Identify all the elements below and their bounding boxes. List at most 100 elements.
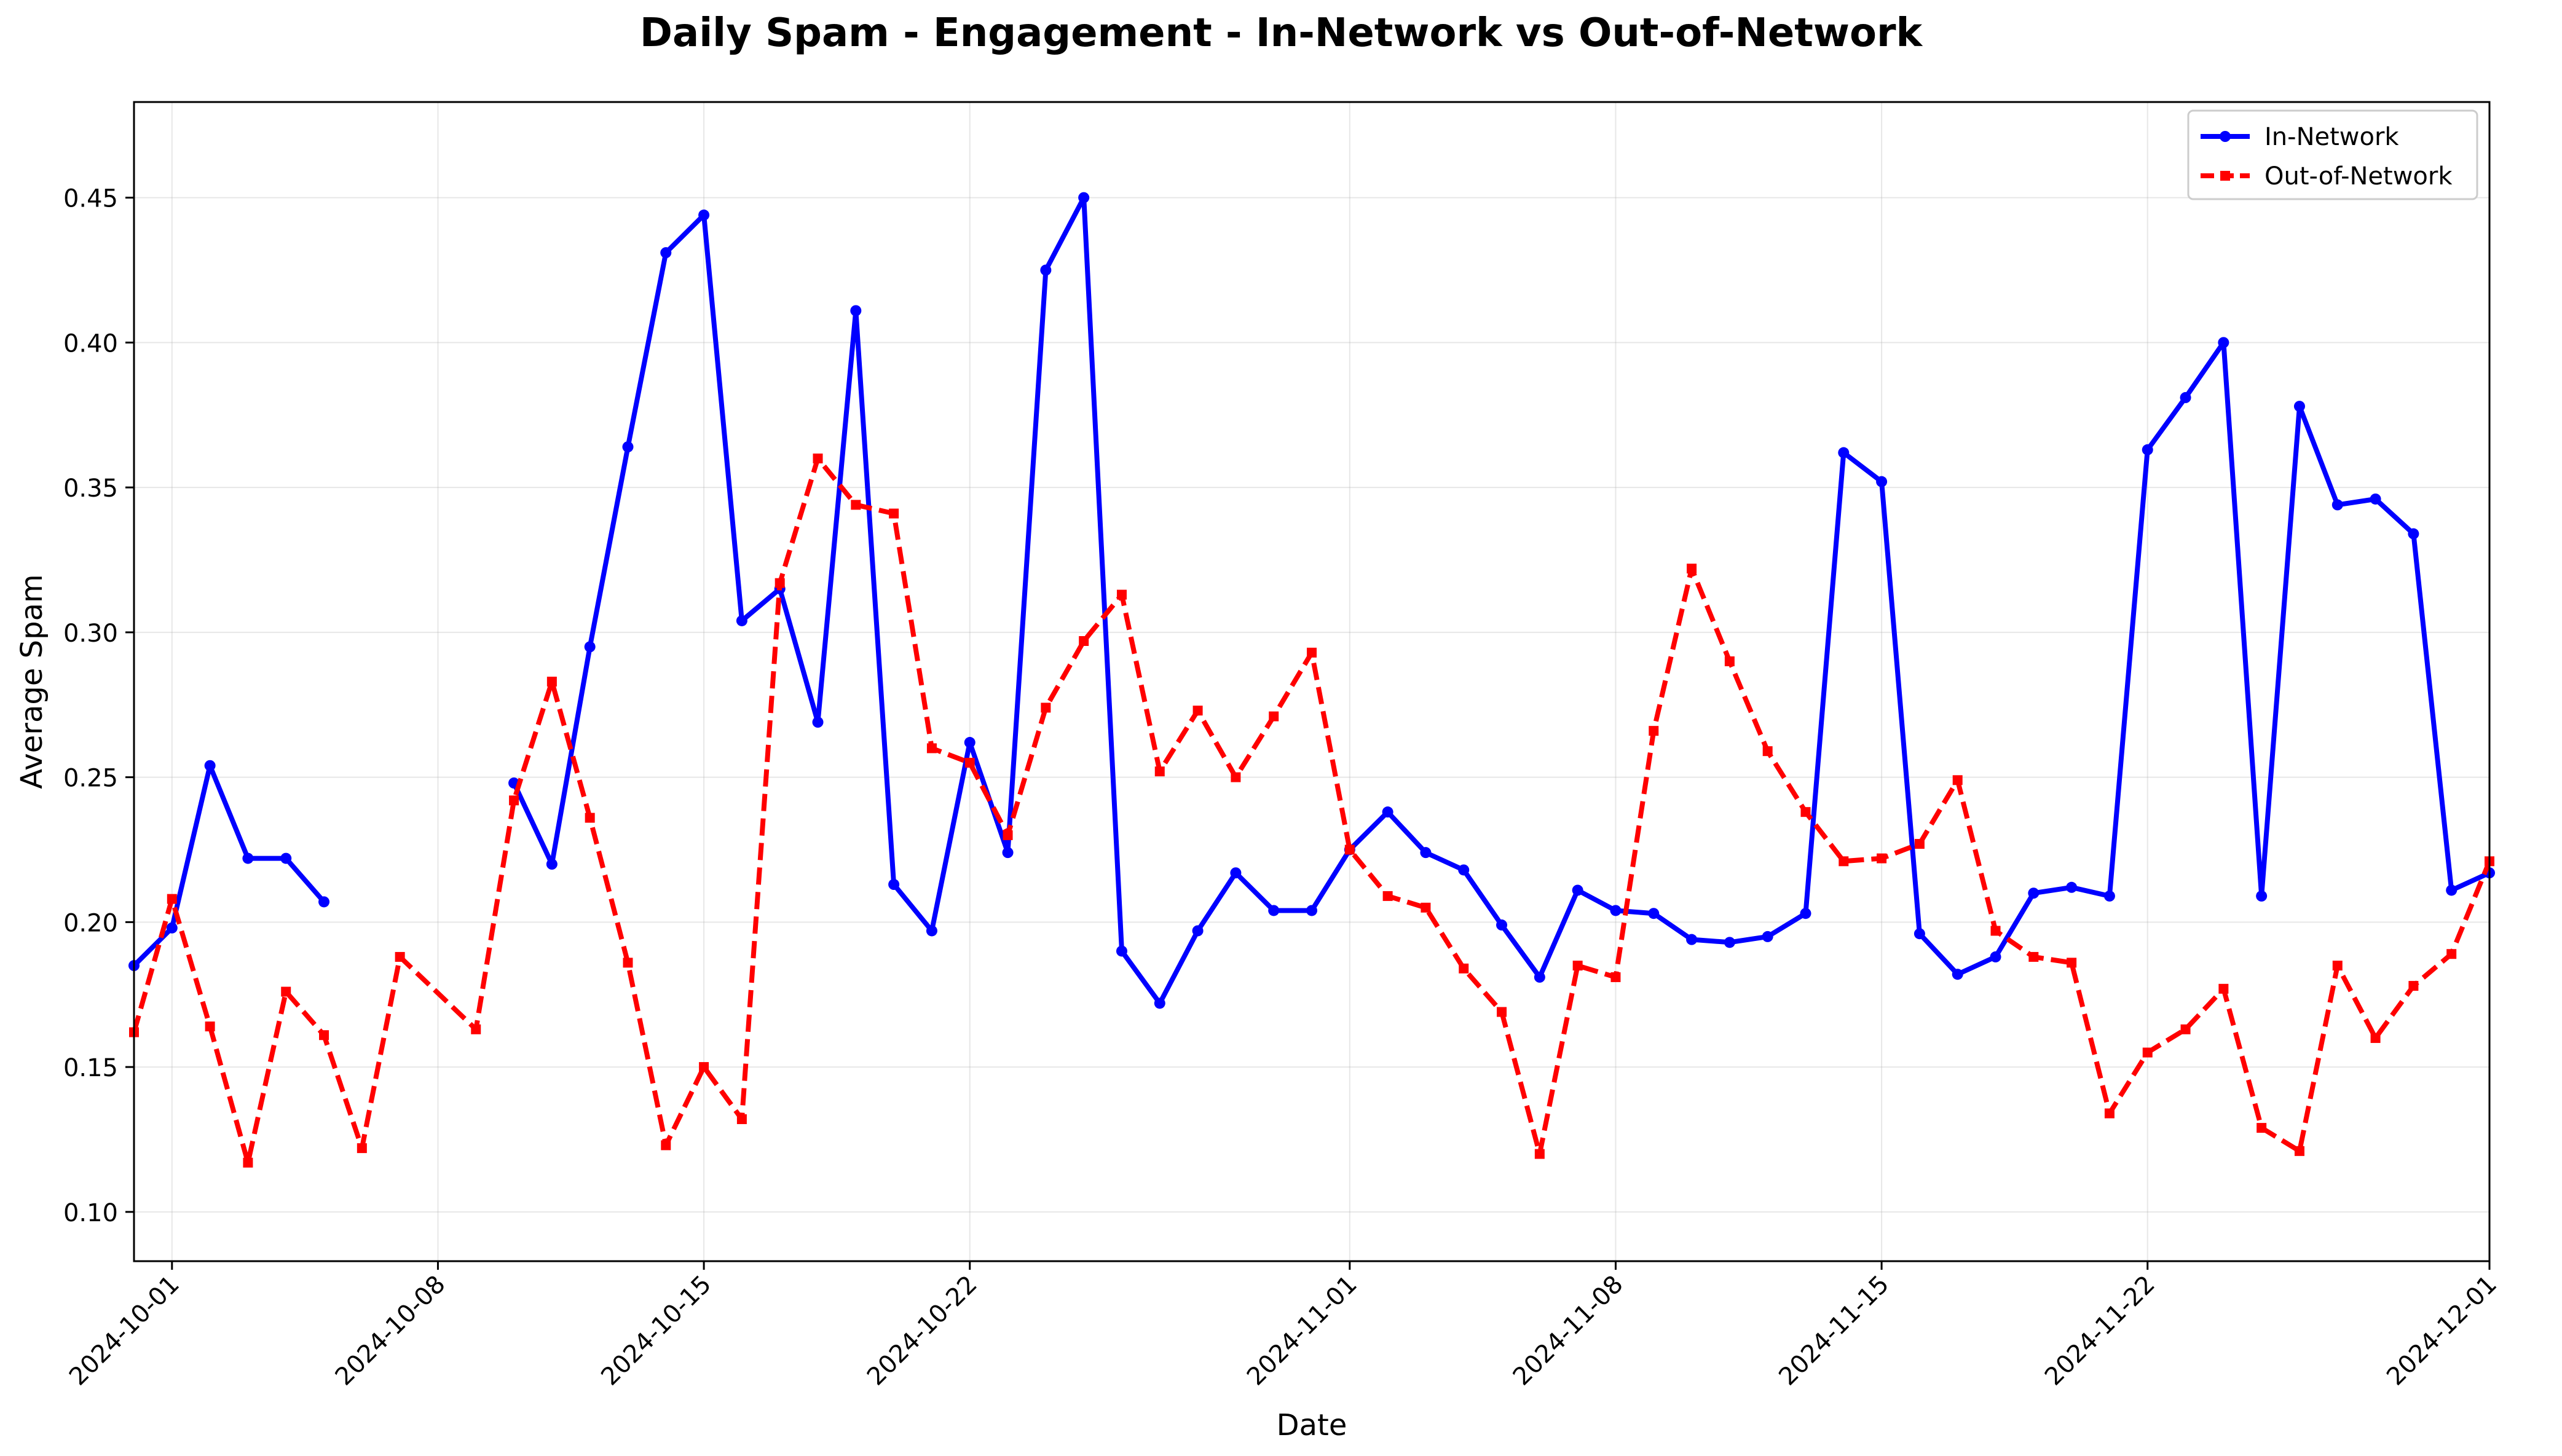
data-point bbox=[1952, 969, 1963, 980]
legend: In-Network Out-of-Network bbox=[2187, 109, 2478, 200]
data-point bbox=[1421, 902, 1431, 913]
data-point bbox=[1078, 192, 1090, 203]
data-point bbox=[1572, 884, 1583, 896]
data-point bbox=[546, 677, 557, 687]
data-point bbox=[1534, 1149, 1545, 1159]
data-point bbox=[1686, 934, 1698, 945]
data-point bbox=[2446, 949, 2457, 959]
y-tick-label: 0.25 bbox=[63, 765, 118, 793]
data-point bbox=[964, 758, 975, 768]
data-point bbox=[281, 986, 291, 997]
data-point bbox=[319, 1030, 329, 1041]
data-point bbox=[736, 1114, 747, 1124]
data-point bbox=[1231, 772, 1241, 782]
data-point bbox=[2218, 337, 2229, 348]
data-point bbox=[2446, 884, 2458, 896]
plot-area-frame bbox=[133, 101, 2491, 1262]
series-1 bbox=[129, 453, 2494, 1168]
data-point bbox=[166, 922, 178, 934]
data-point bbox=[623, 958, 633, 968]
y-tick-label: 0.45 bbox=[63, 185, 118, 213]
data-point bbox=[1876, 476, 1888, 487]
y-tick-label: 0.30 bbox=[63, 620, 118, 648]
data-point bbox=[1458, 864, 1470, 876]
data-point bbox=[2180, 392, 2191, 403]
legend-label: Out-of-Network bbox=[2264, 162, 2453, 191]
data-point bbox=[1952, 775, 1963, 785]
data-point bbox=[2294, 1146, 2304, 1156]
data-point bbox=[775, 578, 785, 588]
data-point bbox=[471, 1024, 481, 1034]
data-point bbox=[1990, 951, 2001, 962]
data-point bbox=[2370, 493, 2381, 505]
y-tick-label: 0.15 bbox=[63, 1054, 118, 1082]
data-point bbox=[1496, 919, 1508, 931]
data-point bbox=[1116, 589, 1127, 600]
grid-lines bbox=[134, 102, 2490, 1261]
data-point bbox=[1877, 853, 1887, 864]
data-point bbox=[546, 859, 558, 870]
data-point bbox=[2142, 444, 2153, 455]
y-axis-label: Average Spam bbox=[15, 574, 49, 789]
data-point bbox=[1382, 806, 1393, 818]
data-point bbox=[242, 852, 254, 864]
data-point bbox=[2067, 958, 2077, 968]
data-point bbox=[357, 1143, 367, 1154]
data-point bbox=[964, 737, 976, 749]
data-point bbox=[2180, 1024, 2191, 1034]
data-point bbox=[1003, 830, 1013, 840]
data-point bbox=[2408, 981, 2419, 991]
data-point bbox=[1649, 726, 1659, 736]
data-point bbox=[509, 795, 519, 806]
data-point bbox=[318, 896, 330, 908]
data-point bbox=[813, 453, 823, 463]
data-point bbox=[204, 760, 216, 771]
data-point bbox=[851, 500, 861, 510]
data-point bbox=[1230, 867, 1242, 879]
data-point bbox=[926, 925, 937, 937]
data-point bbox=[2370, 1033, 2381, 1043]
data-point bbox=[1648, 908, 1660, 919]
data-point bbox=[1459, 963, 1469, 974]
data-point bbox=[850, 305, 862, 317]
data-point bbox=[2104, 1108, 2115, 1119]
data-point bbox=[1154, 998, 1165, 1009]
data-point bbox=[280, 852, 292, 864]
data-point bbox=[622, 441, 634, 453]
data-point bbox=[2142, 1047, 2153, 1058]
data-point bbox=[1306, 905, 1317, 916]
data-point bbox=[1307, 647, 1317, 658]
series-layer bbox=[128, 192, 2495, 1168]
data-point bbox=[1687, 564, 1697, 574]
data-point bbox=[1914, 928, 1925, 940]
data-point bbox=[585, 813, 595, 823]
data-point bbox=[812, 717, 824, 728]
data-point bbox=[205, 1021, 215, 1032]
data-point bbox=[661, 1140, 671, 1151]
data-point bbox=[1192, 706, 1203, 716]
y-tick-label: 0.10 bbox=[63, 1199, 118, 1227]
data-point bbox=[1914, 839, 1925, 849]
data-point bbox=[2028, 951, 2039, 962]
data-point bbox=[1839, 856, 1849, 867]
data-point bbox=[889, 508, 899, 519]
data-point bbox=[1838, 447, 1850, 458]
data-point bbox=[888, 879, 900, 891]
data-point bbox=[1800, 908, 1811, 919]
data-point bbox=[1116, 945, 1127, 957]
data-point bbox=[1572, 961, 1583, 971]
x-axis-label: Date bbox=[1277, 1408, 1347, 1442]
data-point bbox=[243, 1157, 253, 1168]
legend-label: In-Network bbox=[2264, 123, 2399, 151]
data-point bbox=[2218, 983, 2229, 994]
data-point bbox=[1041, 702, 1051, 713]
data-point bbox=[1268, 905, 1280, 916]
data-point bbox=[1762, 931, 1773, 942]
data-point bbox=[2408, 528, 2419, 540]
data-point bbox=[167, 894, 177, 904]
data-point bbox=[1610, 905, 1622, 916]
series-line bbox=[132, 455, 2492, 1165]
y-tick-label: 0.35 bbox=[63, 474, 118, 503]
